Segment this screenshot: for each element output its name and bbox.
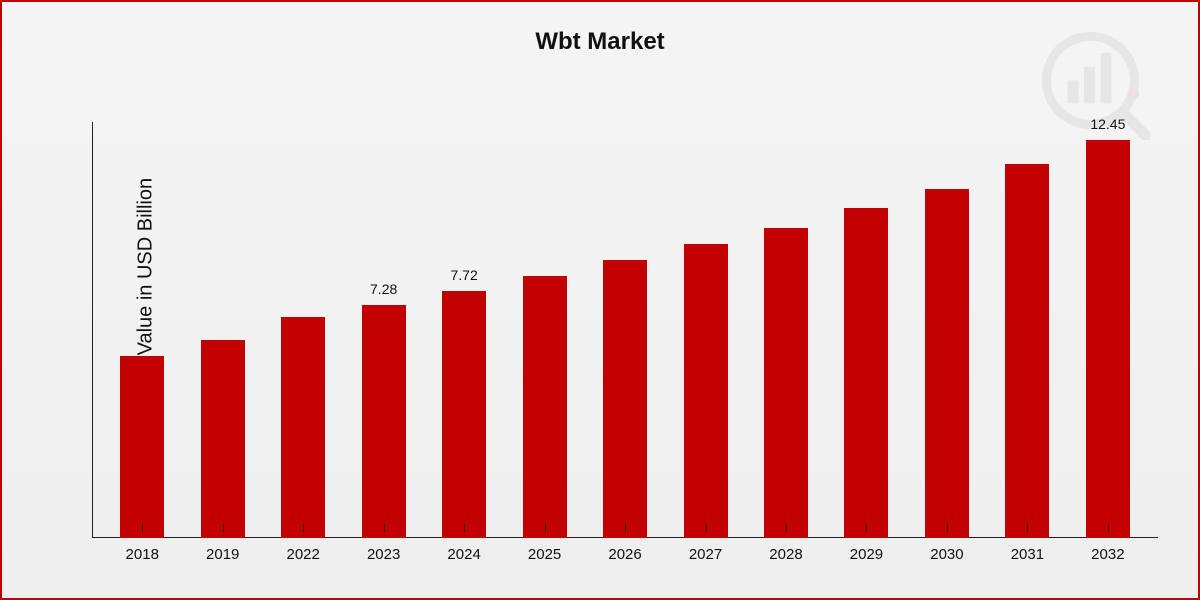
x-tick-text: 2019	[206, 546, 239, 563]
x-tick-label: 2031	[987, 546, 1067, 576]
x-tick-label: 2030	[907, 546, 987, 576]
bar-wrap: 12.45	[1068, 122, 1148, 538]
x-tick-label: 2025	[504, 546, 584, 576]
x-tick-mark	[866, 524, 867, 532]
x-tick-label: 2027	[665, 546, 745, 576]
bar-wrap	[665, 122, 745, 538]
x-tick-text: 2029	[850, 546, 883, 563]
bar	[1005, 164, 1049, 538]
bar	[925, 189, 969, 538]
bar-wrap	[585, 122, 665, 538]
bar	[362, 305, 406, 538]
x-tick-text: 2032	[1091, 546, 1124, 563]
x-tick-mark	[384, 524, 385, 532]
x-tick-label: 2018	[102, 546, 182, 576]
bar-wrap	[263, 122, 343, 538]
x-tick-mark	[1027, 524, 1028, 532]
x-tick-mark	[947, 524, 948, 532]
x-tick-label: 2028	[746, 546, 826, 576]
x-tick-label: 2024	[424, 546, 504, 576]
bar-wrap	[746, 122, 826, 538]
plot-area: 7.287.72 12.45	[92, 122, 1158, 538]
x-tick-label: 2029	[826, 546, 906, 576]
x-tick-text: 2018	[126, 546, 159, 563]
bar	[684, 244, 728, 538]
x-tick-label: 2023	[343, 546, 423, 576]
bar-wrap	[826, 122, 906, 538]
x-tick-mark	[625, 524, 626, 532]
x-tick-text: 2023	[367, 546, 400, 563]
x-tick-text: 2027	[689, 546, 722, 563]
bar	[844, 208, 888, 538]
chart-title: Wbt Market	[2, 28, 1198, 56]
x-tick-mark	[464, 524, 465, 532]
x-tick-text: 2024	[447, 546, 480, 563]
bar-wrap: 7.28	[343, 122, 423, 538]
bars-container: 7.287.72 12.45	[92, 122, 1158, 538]
x-tick-mark	[303, 524, 304, 532]
bar	[201, 340, 245, 538]
bar-wrap	[987, 122, 1067, 538]
x-tick-mark	[786, 524, 787, 532]
bar	[1086, 140, 1130, 538]
x-tick-text: 2025	[528, 546, 561, 563]
bar	[120, 356, 164, 538]
bar-value-label: 7.72	[424, 267, 504, 283]
x-tick-mark	[1108, 524, 1109, 532]
bar	[764, 228, 808, 538]
x-tick-text: 2031	[1011, 546, 1044, 563]
x-labels-container: 2018 2019 2022 2023 2024 2025 2026 2027 2028 2029…	[92, 546, 1158, 576]
bar-wrap	[182, 122, 262, 538]
bar-wrap	[907, 122, 987, 538]
x-tick-text: 2030	[930, 546, 963, 563]
x-tick-mark	[142, 524, 143, 532]
x-tick-label: 2022	[263, 546, 343, 576]
bar-wrap: 7.72	[424, 122, 504, 538]
x-tick-label: 2019	[182, 546, 262, 576]
x-tick-mark	[545, 524, 546, 532]
x-tick-text: 2026	[608, 546, 641, 563]
bar-wrap	[504, 122, 584, 538]
x-tick-text: 2028	[769, 546, 802, 563]
x-tick-label: 2032	[1068, 546, 1148, 576]
bar-value-label: 7.28	[343, 281, 423, 297]
bar-wrap	[102, 122, 182, 538]
x-tick-mark	[223, 524, 224, 532]
x-tick-text: 2022	[286, 546, 319, 563]
x-tick-mark	[706, 524, 707, 532]
x-tick-label: 2026	[585, 546, 665, 576]
bar	[603, 260, 647, 538]
bar	[523, 276, 567, 538]
bar	[281, 317, 325, 538]
bar-value-label: 12.45	[1068, 116, 1148, 132]
chart-frame: Wbt Market Market Value in USD Billion 7…	[0, 0, 1200, 600]
bar	[442, 291, 486, 538]
